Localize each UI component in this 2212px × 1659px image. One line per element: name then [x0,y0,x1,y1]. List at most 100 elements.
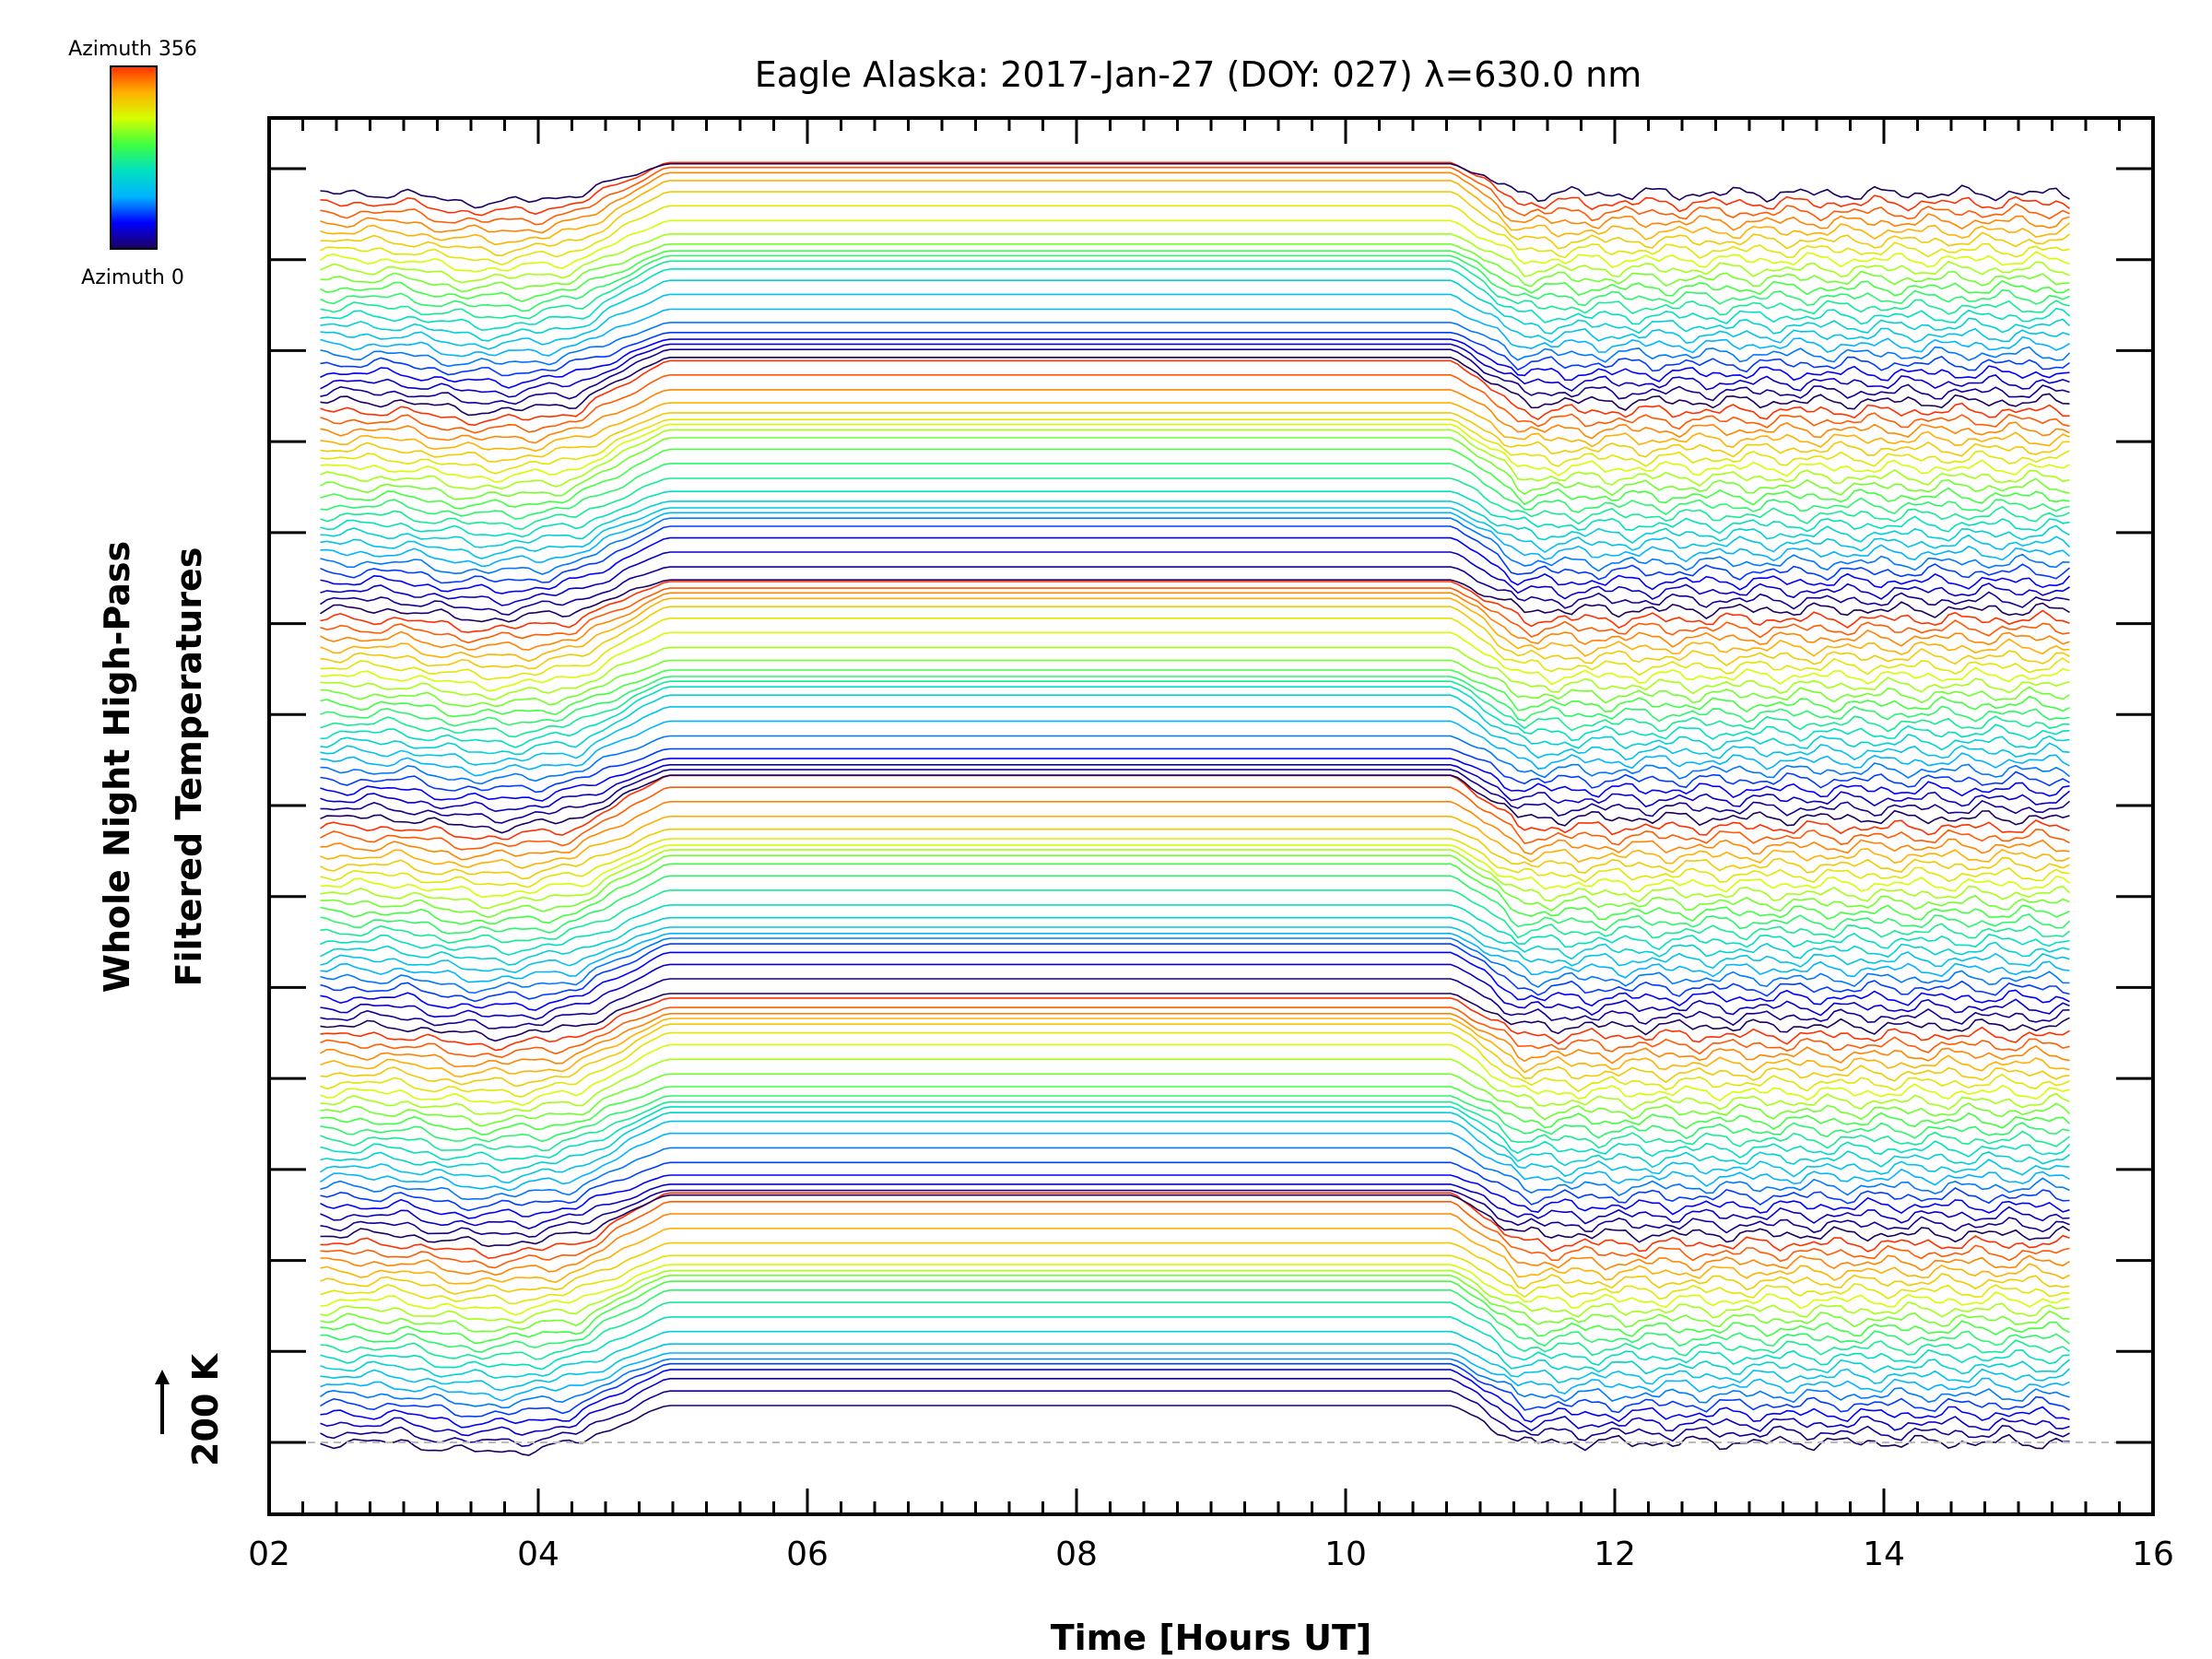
series-line [320,536,2071,594]
series-line [320,993,2070,1042]
series-line [320,343,2070,398]
series-line [320,243,2070,293]
series-line [320,747,2070,794]
series-line [320,279,2071,342]
series-line [320,233,2070,284]
x-tick-label: 08 [1055,1535,1098,1573]
series-line [320,1280,2070,1345]
series-line [320,801,2070,861]
series-line [320,758,2070,802]
series-line [320,1301,2070,1360]
series-line [320,680,2070,738]
y-axis-label-line-2: Filtered Temperatures [169,547,209,987]
series-line [320,1106,2071,1161]
series-line [320,1112,2070,1174]
series-line [320,1189,2070,1238]
y-axis-label-line-1: Whole Night High-Pass [97,541,137,993]
series-line [320,1362,2070,1418]
x-tick-label: 12 [1594,1535,1636,1573]
series-line [320,1006,2070,1059]
series-line [320,1013,2070,1068]
series-line [320,308,2070,358]
series-line [320,348,2070,406]
series-line [320,1358,2070,1409]
series-line [320,676,2070,727]
series-line [320,618,2070,681]
series-line [320,268,2071,332]
series-line [320,517,2070,575]
series-line [320,357,2070,417]
series-line [320,448,2070,510]
series-line [320,926,2070,974]
series-line [320,1194,2070,1248]
series-line [320,1043,2070,1106]
series-line [320,477,2070,531]
series-line [320,1264,2070,1316]
series-line [320,359,2070,427]
series-line [320,1031,2070,1098]
x-tick-label: 06 [786,1535,829,1573]
series-line [320,250,2070,302]
series-line [320,162,2070,209]
series-line [320,166,2070,226]
series-line [320,429,2070,490]
series-line [320,490,2070,538]
series-line [320,293,2070,350]
series-line [320,844,2070,899]
series-line [320,1343,2071,1392]
x-tick-label: 16 [2132,1535,2174,1573]
colorbar: Azimuth 356 Azimuth 0 [68,38,197,289]
series-line [320,764,2071,813]
series-line [320,260,2070,320]
series-line [320,1095,2070,1143]
series-line [320,889,2070,944]
series-line [320,581,2070,633]
chart-title: Eagle Alaska: 2017-Jan-27 (DOY: 027) λ=6… [755,54,1642,95]
series-line [320,1316,2070,1371]
series-line [320,322,2071,368]
series-line [320,1289,2071,1353]
series-line [320,463,2070,521]
series-line [320,943,2070,1003]
series-line [320,1086,2071,1135]
x-axis-label: Time [Hours UT] [1051,1618,1372,1658]
scale-bar: 200 K [155,1352,226,1466]
series-line [320,606,2070,670]
series-line [320,646,2070,700]
series-line [320,1147,2070,1201]
series-line [320,374,2070,434]
series-line [320,669,2070,718]
series-line [320,1330,2071,1380]
series-line [320,389,2070,444]
series-line [320,1241,2070,1295]
x-tick-label: 10 [1324,1535,1367,1573]
series-line [320,1352,2070,1402]
series-layer [320,161,2071,1456]
series-line [320,1058,2070,1115]
series-line [320,1213,2070,1277]
series-line [320,838,2070,888]
series-line [320,1405,2070,1456]
series-line [320,402,2070,453]
series-line [320,418,2070,475]
series-line [320,551,2070,606]
x-tick-label: 14 [1863,1535,1905,1573]
series-line [320,500,2070,548]
series-line [320,659,2070,708]
series-line [320,161,2070,217]
series-line [320,951,2070,1011]
series-line [320,978,2070,1030]
scale-bar-arrow-head [155,1370,170,1384]
series-line [320,916,2070,966]
series-line [320,933,2070,983]
series-line [320,1183,2070,1230]
tick-layer [267,118,2155,1514]
x-tick-labels: 02 04 06 08 10 12 14 16 [248,1535,2174,1573]
series-line [320,686,2070,748]
series-line [320,1378,2070,1437]
series-line [320,1161,2070,1212]
series-line [320,412,2070,463]
series-line [320,828,2070,880]
colorbar-top-label: Azimuth 356 [68,38,197,61]
